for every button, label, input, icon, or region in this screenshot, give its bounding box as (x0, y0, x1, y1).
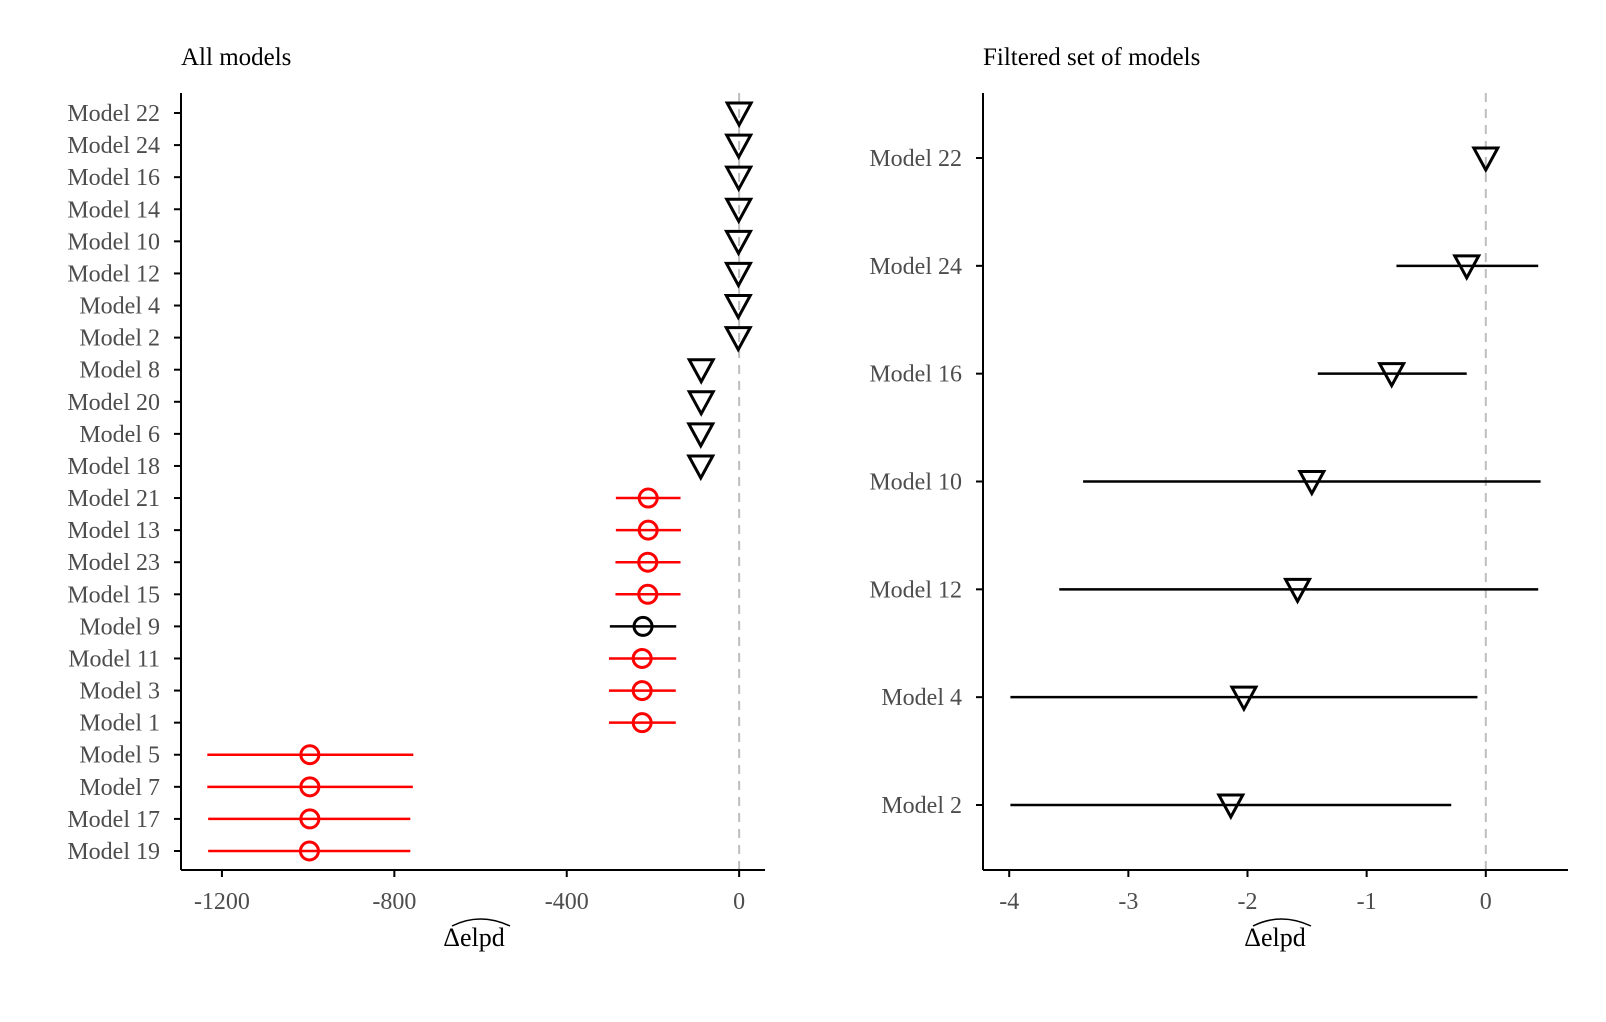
y-tick-label: Model 4 (79, 294, 160, 320)
point-marker-triangle (1452, 254, 1482, 281)
y-tick-label: Model 11 (68, 646, 160, 672)
point-marker-triangle (686, 390, 716, 417)
point-marker-circle (632, 615, 654, 637)
point-marker-triangle (1229, 685, 1259, 713)
right-panel: -4 -3 -2 -1 0 Δelpd Model 22 Model 24 Model 16 Mo… (869, 93, 1568, 952)
point-marker-triangle (686, 422, 716, 450)
x-tick-label: -3 (1118, 889, 1138, 915)
y-tick-label: Model 2 (79, 326, 160, 352)
y-tick-label: Model 8 (79, 358, 160, 384)
y-tick-label: Model 10 (869, 470, 962, 496)
point-marker-circle (299, 808, 321, 830)
x-tick-label: 0 (1480, 889, 1492, 915)
point-marker-triangle (724, 197, 754, 225)
x-axis-label: Δelpd (1244, 923, 1305, 952)
x-axis-label-hat (451, 918, 511, 927)
point-marker-triangle (724, 165, 754, 193)
x-tick-label: -800 (372, 889, 416, 915)
y-tick-label: Model 20 (67, 390, 160, 416)
x-tick-label: 0 (733, 889, 745, 915)
x-tick-label: -1200 (194, 889, 250, 915)
y-tick-label: Model 23 (67, 550, 160, 576)
point-marker-triangle (723, 261, 753, 289)
y-tick-label: Model 19 (67, 839, 160, 865)
y-tick-label: Model 14 (67, 197, 160, 223)
point-marker-triangle (1297, 470, 1327, 497)
x-tick-label: -2 (1238, 889, 1258, 915)
y-tick-label: Model 13 (67, 518, 160, 544)
point-marker-circle (299, 776, 321, 798)
y-tick-label: Model 7 (79, 775, 160, 801)
left-panel-title: All models (181, 44, 291, 71)
y-tick-label: Model 24 (67, 133, 160, 159)
y-tick-label: Model 2 (881, 793, 962, 819)
y-tick-label: Model 4 (881, 685, 962, 711)
y-tick-label: Model 17 (67, 807, 160, 833)
y-tick-label: Model 16 (869, 362, 962, 388)
y-tick-label: Model 12 (869, 577, 962, 603)
point-marker-triangle (724, 133, 754, 161)
right-panel-title: Filtered set of models (983, 44, 1200, 71)
x-axis-label: Δelpd (443, 923, 504, 952)
y-tick-label: Model 22 (869, 146, 962, 172)
point-marker-circle (637, 487, 659, 509)
y-tick-label: Model 1 (79, 711, 160, 737)
point-marker-triangle (1377, 362, 1407, 389)
point-marker-circle (631, 712, 653, 734)
x-tick-label: -1 (1357, 889, 1377, 915)
point-marker-triangle (723, 326, 753, 353)
point-marker-circle (631, 680, 653, 702)
point-marker-circle (637, 551, 659, 573)
point-marker-triangle (724, 101, 754, 129)
y-tick-label: Model 15 (67, 582, 160, 608)
point-marker-triangle (686, 454, 716, 482)
point-marker-triangle (1216, 793, 1246, 821)
y-tick-label: Model 5 (79, 743, 160, 769)
point-marker-circle (299, 744, 321, 766)
point-marker-circle (637, 519, 659, 541)
y-tick-label: Model 18 (67, 454, 160, 480)
y-tick-label: Model 10 (67, 229, 160, 255)
x-tick-label: -4 (999, 889, 1019, 915)
left-panel: -1200 -800 -400 0 Δelpd Model 22 Model 24 Model… (67, 93, 765, 952)
y-tick-label: Model 21 (67, 486, 160, 512)
point-marker-triangle (1283, 577, 1313, 605)
y-tick-label: Model 3 (79, 679, 160, 705)
y-tick-label: Model 9 (79, 614, 160, 640)
y-tick-label: Model 24 (869, 254, 962, 280)
point-marker-triangle (1471, 146, 1501, 174)
x-tick-label: -400 (545, 889, 589, 915)
y-tick-label: Model 6 (79, 422, 160, 448)
y-tick-label: Model 22 (67, 101, 160, 127)
point-marker-circle (298, 840, 320, 862)
point-marker-triangle (686, 358, 716, 385)
point-marker-triangle (723, 229, 754, 257)
x-axis-label-hat (1252, 918, 1312, 927)
y-tick-label: Model 12 (67, 261, 160, 287)
point-marker-circle (637, 583, 659, 605)
point-marker-circle (631, 647, 653, 669)
y-tick-label: Model 16 (67, 165, 160, 191)
point-marker-triangle (723, 294, 753, 321)
